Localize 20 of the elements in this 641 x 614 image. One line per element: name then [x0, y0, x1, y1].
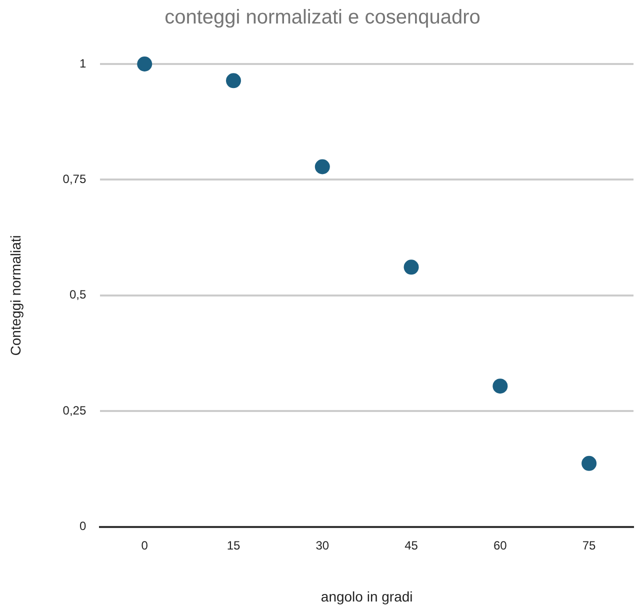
point: [404, 260, 419, 275]
y-axis-title: Conteggi normaliati: [7, 235, 24, 356]
x-axis-title: angolo in gradi: [320, 588, 413, 604]
point: [137, 56, 152, 72]
point: [582, 456, 597, 471]
x-tick-label: 30: [316, 538, 330, 552]
y-tick-label: 0,75: [62, 172, 86, 186]
y-tick-label: 1: [79, 56, 86, 70]
y-tick-label: 0,5: [69, 288, 86, 302]
chart-title: conteggi normalizati e cosenquadro: [164, 6, 480, 29]
point: [492, 378, 508, 394]
x-tick-label: 0: [141, 538, 148, 552]
x-tick-label: 60: [493, 538, 508, 552]
y-tick-label: 0,25: [62, 403, 86, 418]
y-tick-label: 0: [79, 519, 86, 534]
x-tick-label: 75: [582, 538, 596, 552]
point: [314, 159, 330, 174]
x-tick-label: 45: [404, 538, 418, 552]
point: [226, 73, 241, 88]
x-tick-label: 15: [226, 538, 240, 552]
